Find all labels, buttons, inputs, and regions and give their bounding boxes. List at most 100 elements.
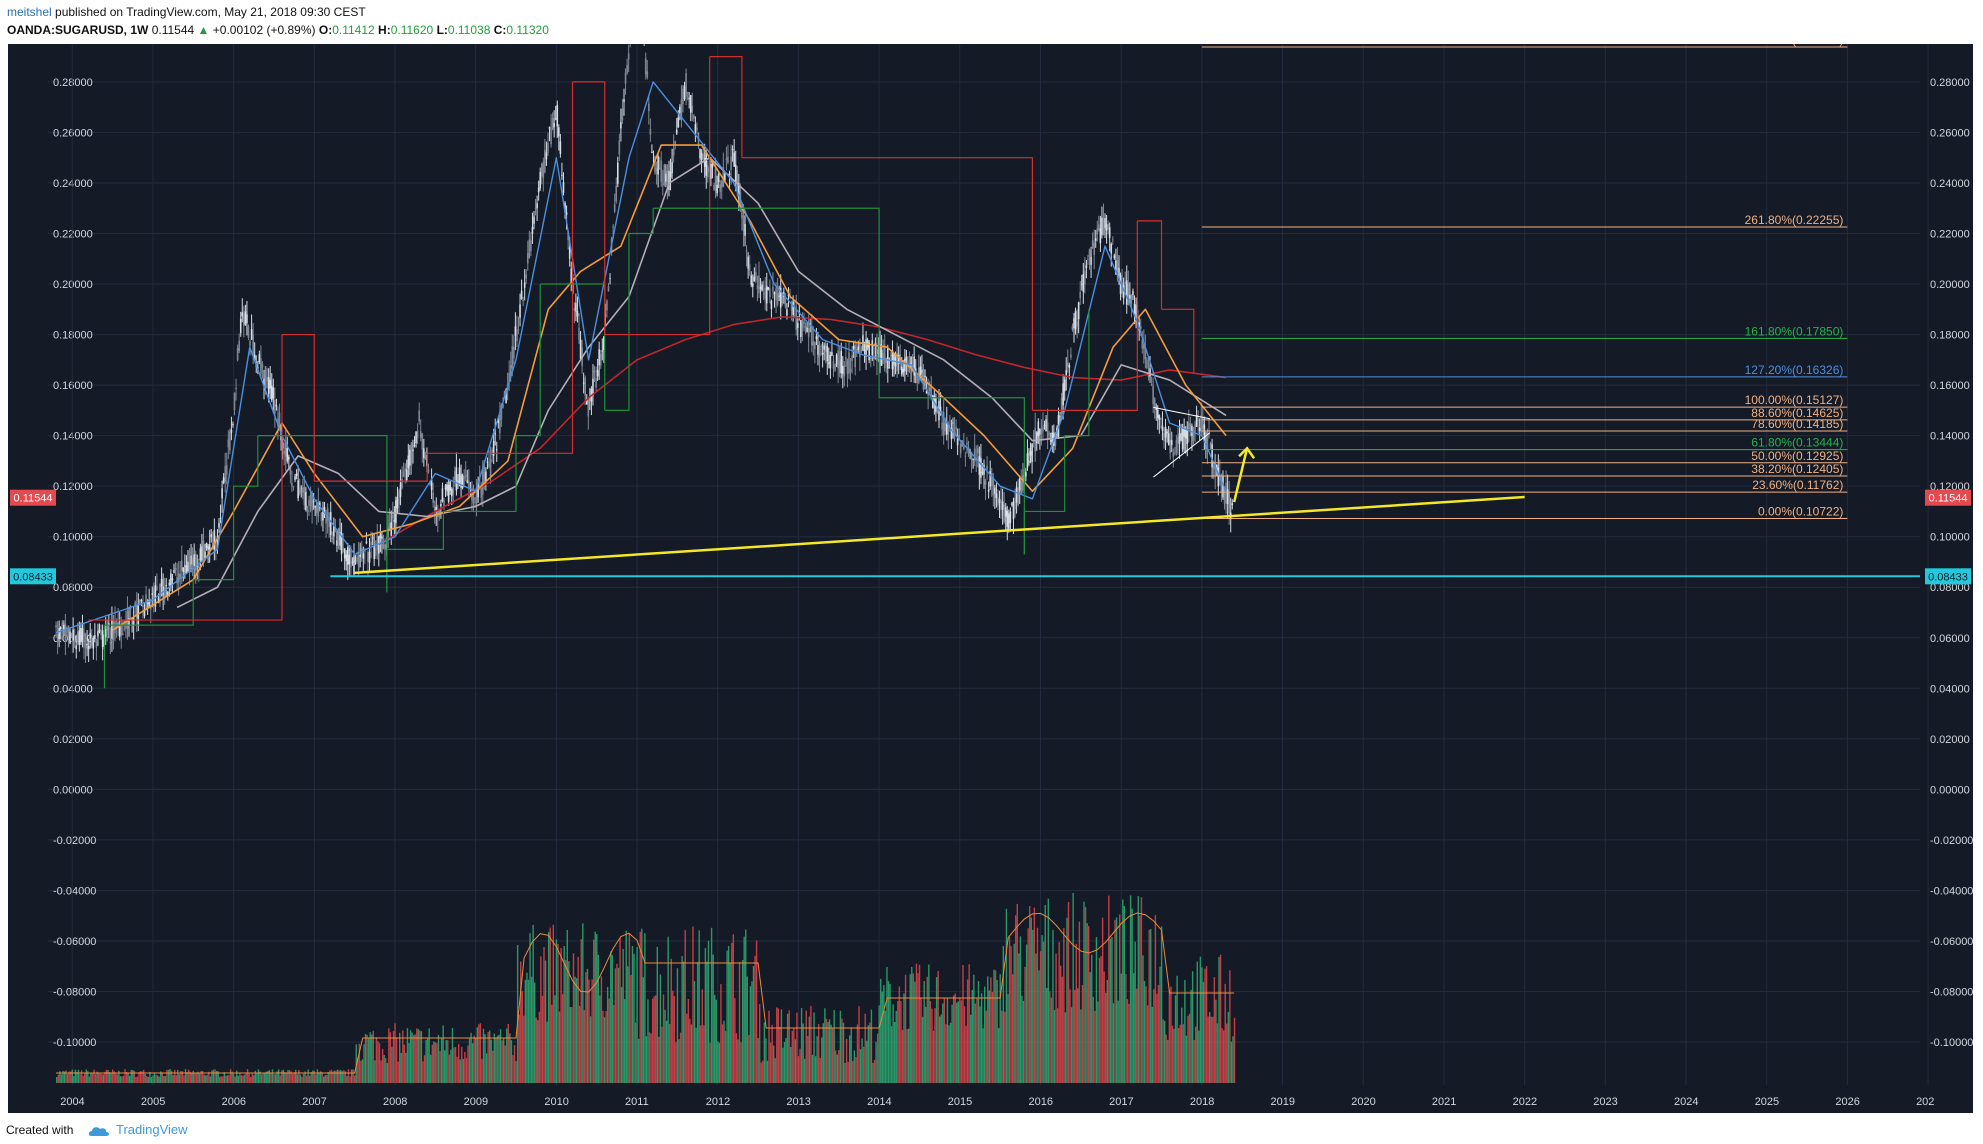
- candle-body: [795, 308, 798, 330]
- candle-body: [526, 253, 529, 264]
- candle-body: [55, 624, 57, 628]
- candle-body: [517, 329, 520, 331]
- candle-body: [374, 548, 377, 556]
- volume-bar: [1069, 989, 1071, 1083]
- volume-bar: [414, 1034, 416, 1083]
- volume-bar: [793, 1028, 795, 1083]
- volume-bar: [693, 981, 696, 1083]
- candle-body: [1091, 240, 1094, 249]
- x-tick-label: 2005: [141, 1096, 165, 1108]
- tradingview-logo[interactable]: TradingView: [88, 1122, 188, 1137]
- candle-body: [990, 473, 993, 486]
- volume-bar: [586, 968, 589, 1083]
- volume-bar: [867, 1025, 870, 1083]
- candle-body: [891, 350, 894, 370]
- volume-bar: [388, 1028, 390, 1083]
- candle-body: [1000, 500, 1002, 510]
- volume-bar: [572, 953, 575, 1083]
- volume-bar: [1080, 1009, 1082, 1083]
- y-tick-label-left: 0.00000: [53, 784, 93, 796]
- support-badge-right-box: [1925, 568, 1971, 585]
- candle-body: [1071, 326, 1074, 330]
- author-link[interactable]: meitshel: [7, 5, 52, 19]
- candle-body: [427, 469, 430, 473]
- candle-body: [370, 541, 372, 545]
- volume-bar: [172, 1075, 174, 1083]
- volume-bar: [991, 991, 994, 1083]
- fib-level-label: 100.00%(0.15127): [1745, 393, 1844, 407]
- candle-body: [528, 239, 531, 259]
- volume-bar: [878, 1005, 880, 1083]
- x-tick-label: 2023: [1593, 1096, 1617, 1108]
- volume-bar: [1224, 983, 1226, 1083]
- volume-bar: [107, 1070, 109, 1083]
- volume-bar: [479, 1023, 482, 1083]
- candle-body: [784, 297, 787, 307]
- volume-bar: [763, 1022, 766, 1083]
- candle-body: [243, 313, 245, 326]
- candle-body: [790, 304, 793, 311]
- candle-body: [297, 480, 299, 499]
- volume-bar: [1128, 1003, 1130, 1083]
- candle-body: [686, 92, 689, 94]
- volume-bar: [59, 1071, 61, 1083]
- trailing-stop-green: [193, 486, 235, 581]
- fib-level-label: 78.60%(0.14185): [1751, 417, 1843, 431]
- volume-bar: [667, 936, 669, 1083]
- volume-bar: [487, 1031, 489, 1083]
- volume-bar: [138, 1072, 140, 1083]
- volume-bar: [1103, 971, 1105, 1083]
- volume-bar: [591, 979, 593, 1083]
- volume-bar: [1198, 1030, 1200, 1083]
- candle-body: [644, 58, 647, 75]
- volume-bar: [201, 1070, 204, 1083]
- candle-body: [492, 441, 495, 456]
- volume-bar: [622, 949, 624, 1083]
- candle-body: [900, 366, 903, 375]
- volume-bar: [296, 1074, 298, 1083]
- volume-bar: [712, 954, 714, 1083]
- candle-body: [474, 497, 476, 500]
- candle-body: [1143, 343, 1145, 349]
- volume-bar: [319, 1071, 322, 1083]
- y-tick-label-right: -0.06000: [1930, 936, 1973, 948]
- x-tick-label: 2006: [222, 1096, 246, 1108]
- volume-bar: [802, 1023, 804, 1083]
- volume-bar: [828, 1019, 831, 1083]
- trailing-stop-red: [1032, 220, 1138, 411]
- candle-body: [536, 203, 538, 208]
- volume-bar: [1114, 919, 1116, 1083]
- candle-body: [84, 643, 87, 649]
- volume-bar: [822, 1023, 825, 1083]
- y-tick-label-right: -0.04000: [1930, 885, 1973, 897]
- volume-bar: [156, 1075, 159, 1083]
- volume-bar: [113, 1071, 115, 1083]
- candle-body: [963, 446, 965, 450]
- volume-bar: [229, 1069, 232, 1083]
- volume-bar: [110, 1072, 112, 1083]
- candle-body: [658, 168, 661, 170]
- volume-bar: [923, 981, 925, 1083]
- volume-bar: [118, 1070, 120, 1083]
- volume-bar: [727, 946, 730, 1083]
- volume-bar: [99, 1073, 101, 1083]
- candle-body: [1042, 426, 1044, 432]
- candle-body: [100, 631, 102, 635]
- trailing-stop-red: [88, 334, 283, 621]
- candle-body: [1222, 475, 1224, 498]
- volume-bar: [214, 1069, 216, 1083]
- volume-bar: [347, 1069, 350, 1083]
- candle-body: [987, 489, 990, 492]
- volume-bar: [1019, 936, 1022, 1083]
- candle-body: [696, 127, 698, 131]
- volume-bar: [96, 1071, 98, 1083]
- candle-body: [646, 71, 649, 78]
- candle-body: [359, 554, 362, 557]
- symbol-info: OANDA:SUGARUSD, 1W 0.11544 ▲ +0.00102 (+…: [7, 23, 549, 37]
- candle-body: [199, 548, 202, 561]
- right-axis-strip: [1920, 44, 1973, 1085]
- volume-bar: [1013, 943, 1015, 1083]
- volume-bar: [1058, 942, 1060, 1083]
